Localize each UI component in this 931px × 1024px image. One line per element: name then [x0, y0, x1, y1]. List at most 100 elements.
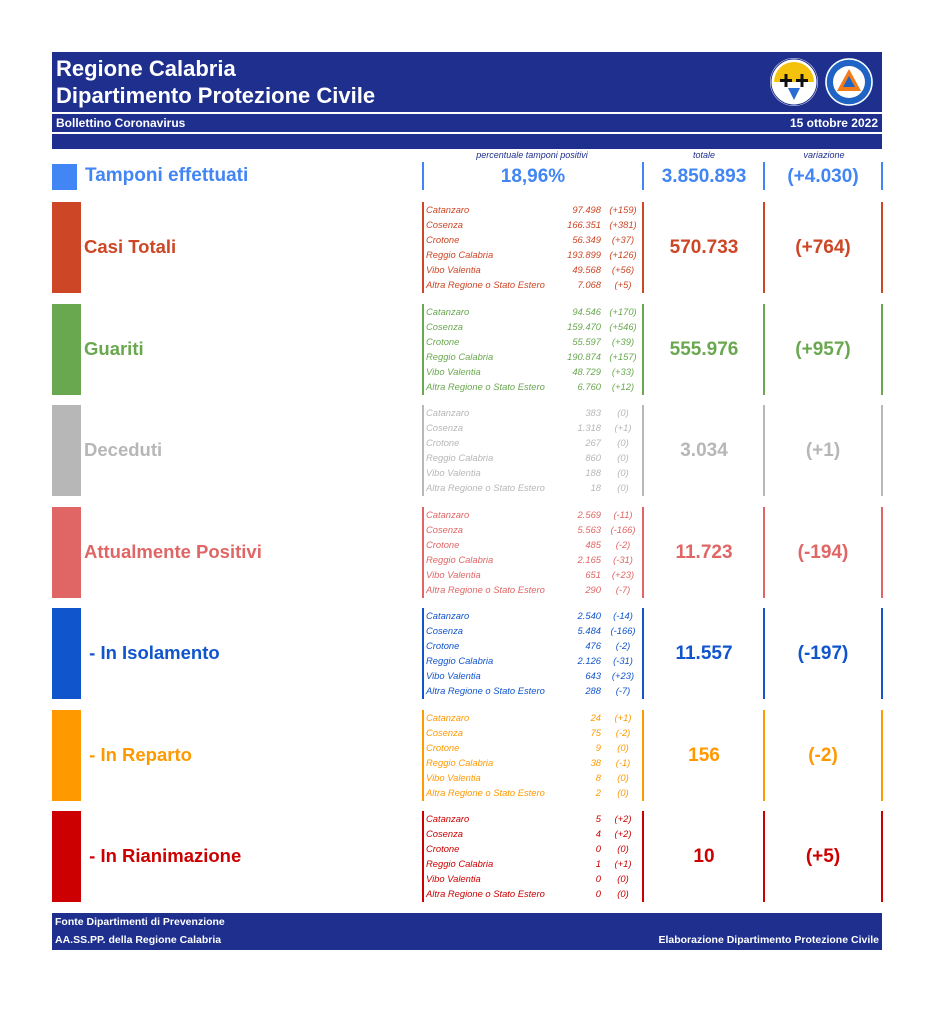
province-name: Vibo Valentia	[426, 670, 481, 681]
reparto-totale: 156	[688, 745, 720, 766]
deceduti-totale: 3.034	[680, 440, 728, 461]
header-banner: Regione Calabria Dipartimento Protezione…	[52, 52, 882, 112]
rianimazione-separator	[881, 811, 883, 902]
province-name: Catanzaro	[426, 407, 470, 418]
province-row: Cosenza 75 (-2)	[426, 725, 640, 740]
province-value: 8	[595, 772, 601, 783]
province-name: Altra Regione o Stato Estero	[426, 685, 545, 696]
province-change: (+1)	[614, 422, 632, 433]
guariti-variazione: (+957)	[795, 339, 851, 360]
province-row: Crotone 476 (-2)	[426, 638, 640, 653]
province-row: Crotone 56.349 (+37)	[426, 232, 640, 247]
casi_totali-color-bar	[52, 202, 81, 293]
isolamento-separator	[763, 608, 765, 699]
province-name: Cosenza	[426, 422, 464, 433]
province-change: (+12)	[611, 381, 635, 392]
province-row: Catanzaro 5 (+2)	[426, 811, 640, 826]
province-value: 188	[585, 467, 601, 478]
province-value: 7.068	[577, 279, 601, 290]
province-row: Cosenza 166.351 (+381)	[426, 217, 640, 232]
guariti-province-table: Catanzaro 94.546 (+170) Cosenza 159.470 (+546…	[426, 304, 640, 395]
province-row: Vibo Valentia 643 (+23)	[426, 668, 640, 683]
province-row: Altra Regione o Stato Estero 7.068 (+5)	[426, 277, 640, 292]
tamponi-separator	[422, 162, 424, 190]
province-value: 0	[595, 888, 601, 899]
province-change: (-2)	[615, 640, 631, 651]
province-value: 860	[585, 452, 601, 463]
tamponi-separator	[763, 162, 765, 190]
province-name: Crotone	[426, 336, 460, 347]
casi_totali-separator	[642, 202, 644, 293]
province-value: 6.760	[577, 381, 601, 392]
province-change: (-166)	[610, 524, 636, 535]
deceduti-separator	[642, 405, 644, 496]
province-value: 193.899	[567, 249, 601, 260]
rianimazione-variazione: (+5)	[805, 846, 841, 867]
province-name: Vibo Valentia	[426, 873, 481, 884]
province-name: Reggio Calabria	[426, 351, 494, 362]
tamponi-color-square	[52, 164, 77, 190]
tamponi-variazione: (+4.030)	[787, 166, 859, 187]
guariti-separator	[881, 304, 883, 395]
province-name: Reggio Calabria	[426, 757, 494, 768]
province-name: Crotone	[426, 640, 460, 651]
province-value: 476	[585, 640, 601, 651]
caption-variazione: variazione	[803, 150, 845, 160]
footer-source-line2: AA.SS.PP. della Regione Calabria	[55, 934, 222, 946]
province-row: Reggio Calabria 2.165 (-31)	[426, 552, 640, 567]
province-row: Crotone 267 (0)	[426, 435, 640, 450]
province-row: Crotone 9 (0)	[426, 740, 640, 755]
guariti-separator	[422, 304, 424, 395]
bulletin-title: Bollettino Coronavirus	[56, 116, 186, 130]
province-name: Catanzaro	[426, 306, 470, 317]
header-strip	[52, 134, 882, 149]
province-change: (-166)	[610, 625, 636, 636]
reparto-color-bar	[52, 710, 81, 801]
rianimazione-totale: 10	[693, 846, 715, 867]
province-change: (0)	[617, 888, 629, 899]
province-row: Cosenza 1.318 (+1)	[426, 420, 640, 435]
province-row: Vibo Valentia 8 (0)	[426, 770, 640, 785]
tamponi-label: Tamponi effettuati	[85, 165, 249, 186]
protezione-civile-logo	[825, 58, 873, 106]
province-row: Crotone 485 (-2)	[426, 537, 640, 552]
attualmente_positivi-label: Attualmente Positivi	[84, 541, 262, 562]
province-value: 49.568	[572, 264, 601, 275]
province-row: Reggio Calabria 190.874 (+157)	[426, 349, 640, 364]
reparto-label: - In Reparto	[84, 744, 192, 765]
rianimazione-color-bar	[52, 811, 81, 902]
province-name: Cosenza	[426, 219, 464, 230]
province-name: Catanzaro	[426, 712, 470, 723]
isolamento-totale: 11.557	[675, 643, 733, 664]
province-value: 97.498	[572, 204, 601, 215]
province-value: 159.470	[567, 321, 601, 332]
province-change: (0)	[617, 742, 629, 753]
province-name: Crotone	[426, 437, 460, 448]
province-change: (0)	[617, 843, 629, 854]
province-name: Catanzaro	[426, 509, 470, 520]
casi_totali-totale: 570.733	[669, 237, 739, 258]
province-change: (0)	[617, 873, 629, 884]
province-value: 190.874	[567, 351, 601, 362]
province-row: Cosenza 4 (+2)	[426, 826, 640, 841]
department-title: Dipartimento Protezione Civile	[56, 83, 376, 108]
province-name: Cosenza	[426, 524, 464, 535]
province-row: Vibo Valentia 188 (0)	[426, 465, 640, 480]
province-name: Crotone	[426, 843, 460, 854]
province-value: 48.729	[572, 366, 601, 377]
province-change: (+23)	[611, 670, 635, 681]
casi_totali-variazione: (+764)	[795, 237, 851, 258]
province-change: (+381)	[609, 219, 637, 230]
province-name: Altra Regione o Stato Estero	[426, 279, 545, 290]
casi_totali-separator	[881, 202, 883, 293]
province-row: Altra Regione o Stato Estero 288 (-7)	[426, 683, 640, 698]
province-name: Crotone	[426, 742, 460, 753]
province-change: (-31)	[613, 655, 633, 666]
province-value: 55.597	[572, 336, 601, 347]
province-row: Catanzaro 2.540 (-14)	[426, 608, 640, 623]
province-row: Altra Regione o Stato Estero 2 (0)	[426, 785, 640, 800]
province-value: 2.126	[577, 655, 601, 666]
tamponi-totale: 3.850.893	[661, 166, 747, 187]
province-change: (+159)	[609, 204, 637, 215]
province-value: 5	[595, 813, 601, 824]
